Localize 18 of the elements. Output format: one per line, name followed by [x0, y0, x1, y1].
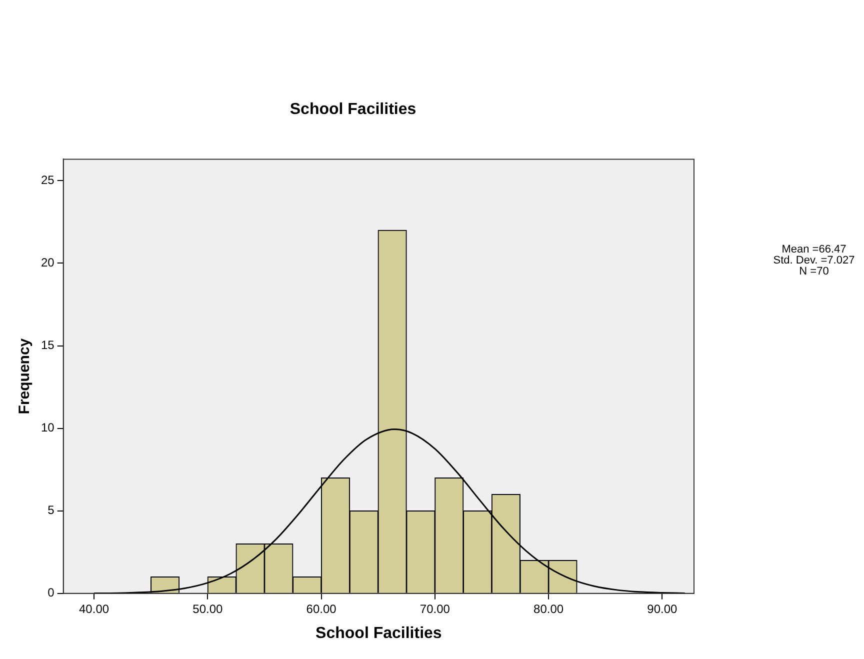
text: N =70 — [799, 266, 829, 278]
chart-title: School Facilities — [290, 101, 416, 118]
text: Mean =66.47 — [782, 244, 846, 256]
x-tick-label: 60.00 — [306, 602, 337, 616]
y-tick-label: 25 — [40, 172, 55, 187]
x-tick-label: 50.00 — [192, 602, 223, 616]
x-tick-label: 40.00 — [79, 602, 110, 616]
x-tick-label: 90.00 — [647, 602, 678, 616]
text: Std. Dev. =7.027 — [773, 254, 855, 267]
y-tick-label: 0 — [48, 586, 55, 600]
x-tick-label: 70.00 — [420, 602, 450, 616]
y-tick-label: 15 — [40, 338, 55, 352]
x-axis-title: School Facilities — [316, 624, 442, 642]
x-tick-label: 80.00 — [534, 602, 564, 616]
y-tick-label: 20 — [40, 256, 55, 270]
y-tick-label: 10 — [40, 420, 55, 435]
y-tick-label: 5 — [48, 503, 55, 518]
y-axis-title: Frequency — [16, 338, 34, 414]
